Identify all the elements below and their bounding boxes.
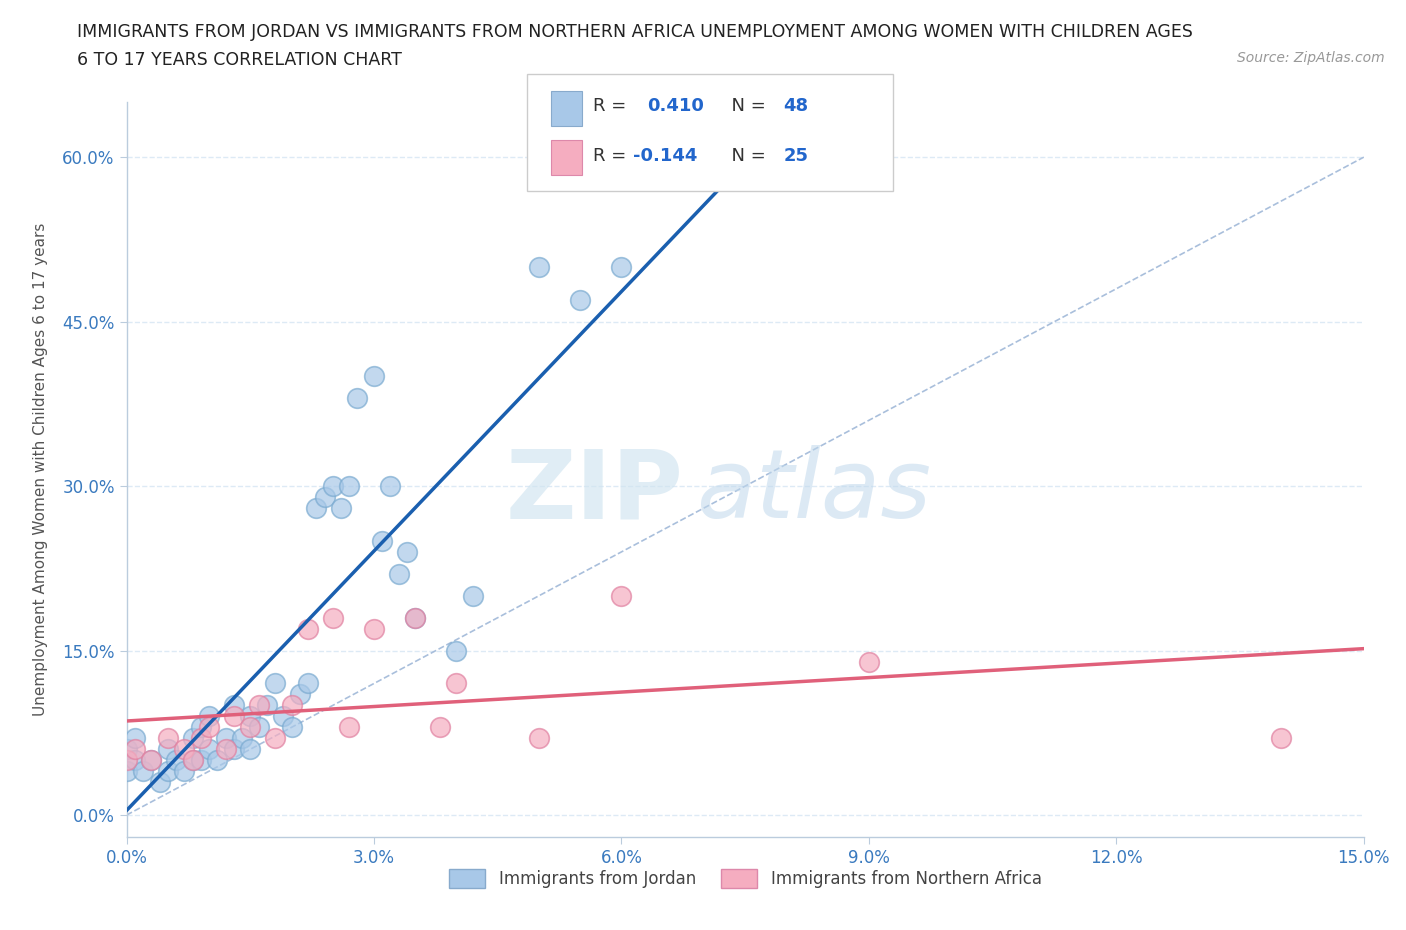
Point bbox=[314, 489, 336, 504]
Point bbox=[264, 676, 287, 691]
Legend: Immigrants from Jordan, Immigrants from Northern Africa: Immigrants from Jordan, Immigrants from … bbox=[441, 862, 1049, 895]
Point bbox=[231, 731, 253, 746]
Point bbox=[156, 742, 179, 757]
Text: Source: ZipAtlas.com: Source: ZipAtlas.com bbox=[1237, 51, 1385, 65]
Point bbox=[305, 500, 328, 515]
Point bbox=[264, 731, 287, 746]
Point bbox=[198, 720, 221, 735]
Point bbox=[156, 764, 179, 778]
Point bbox=[337, 479, 360, 494]
Point bbox=[181, 731, 204, 746]
Point bbox=[214, 742, 236, 757]
Point bbox=[222, 709, 245, 724]
Point bbox=[346, 391, 368, 405]
Point bbox=[569, 292, 592, 307]
Point bbox=[858, 654, 880, 669]
Point bbox=[198, 742, 221, 757]
Point bbox=[363, 621, 385, 636]
Point bbox=[395, 544, 418, 559]
Point bbox=[165, 752, 187, 767]
Text: N =: N = bbox=[720, 147, 772, 165]
Point bbox=[527, 731, 550, 746]
Point bbox=[141, 752, 163, 767]
Point bbox=[404, 610, 426, 625]
Point bbox=[222, 698, 245, 713]
Point bbox=[380, 479, 402, 494]
Point bbox=[181, 752, 204, 767]
Point bbox=[181, 752, 204, 767]
Point bbox=[124, 752, 146, 767]
Point bbox=[190, 731, 212, 746]
Point bbox=[190, 720, 212, 735]
Point bbox=[190, 752, 212, 767]
Text: R =: R = bbox=[593, 97, 633, 114]
Point bbox=[239, 709, 262, 724]
Text: 0.410: 0.410 bbox=[647, 97, 703, 114]
Text: R =: R = bbox=[593, 147, 633, 165]
Point bbox=[297, 621, 319, 636]
Point bbox=[322, 479, 344, 494]
Point bbox=[446, 676, 468, 691]
Text: atlas: atlas bbox=[696, 445, 931, 538]
Point bbox=[280, 720, 302, 735]
Point bbox=[239, 720, 262, 735]
Point bbox=[156, 731, 179, 746]
Point bbox=[337, 720, 360, 735]
Point bbox=[132, 764, 155, 778]
Point bbox=[429, 720, 451, 735]
Point bbox=[141, 752, 163, 767]
Point bbox=[297, 676, 319, 691]
Point bbox=[280, 698, 302, 713]
Point bbox=[115, 764, 138, 778]
Point bbox=[322, 610, 344, 625]
Text: 48: 48 bbox=[783, 97, 808, 114]
Point bbox=[461, 589, 484, 604]
Point bbox=[207, 752, 229, 767]
Point bbox=[115, 742, 138, 757]
Point bbox=[527, 259, 550, 274]
Text: IMMIGRANTS FROM JORDAN VS IMMIGRANTS FROM NORTHERN AFRICA UNEMPLOYMENT AMONG WOM: IMMIGRANTS FROM JORDAN VS IMMIGRANTS FRO… bbox=[77, 23, 1194, 41]
Text: 25: 25 bbox=[783, 147, 808, 165]
Text: -0.144: -0.144 bbox=[633, 147, 697, 165]
Point bbox=[173, 764, 195, 778]
Y-axis label: Unemployment Among Women with Children Ages 6 to 17 years: Unemployment Among Women with Children A… bbox=[34, 223, 48, 716]
Point bbox=[388, 566, 411, 581]
Point bbox=[148, 775, 170, 790]
Point bbox=[222, 742, 245, 757]
Point bbox=[115, 752, 138, 767]
Point bbox=[610, 589, 633, 604]
Text: N =: N = bbox=[720, 97, 772, 114]
Point bbox=[173, 742, 195, 757]
Point bbox=[271, 709, 294, 724]
Point bbox=[1270, 731, 1292, 746]
Point bbox=[371, 534, 394, 549]
Point bbox=[363, 369, 385, 384]
Point bbox=[214, 731, 236, 746]
Point bbox=[330, 500, 353, 515]
Point bbox=[247, 698, 270, 713]
Point bbox=[247, 720, 270, 735]
Point bbox=[610, 259, 633, 274]
Point bbox=[404, 610, 426, 625]
Point bbox=[124, 742, 146, 757]
Point bbox=[446, 644, 468, 658]
Text: ZIP: ZIP bbox=[505, 445, 683, 538]
Point bbox=[124, 731, 146, 746]
Text: 6 TO 17 YEARS CORRELATION CHART: 6 TO 17 YEARS CORRELATION CHART bbox=[77, 51, 402, 69]
Point bbox=[288, 687, 311, 702]
Point bbox=[256, 698, 278, 713]
Point bbox=[198, 709, 221, 724]
Point bbox=[239, 742, 262, 757]
